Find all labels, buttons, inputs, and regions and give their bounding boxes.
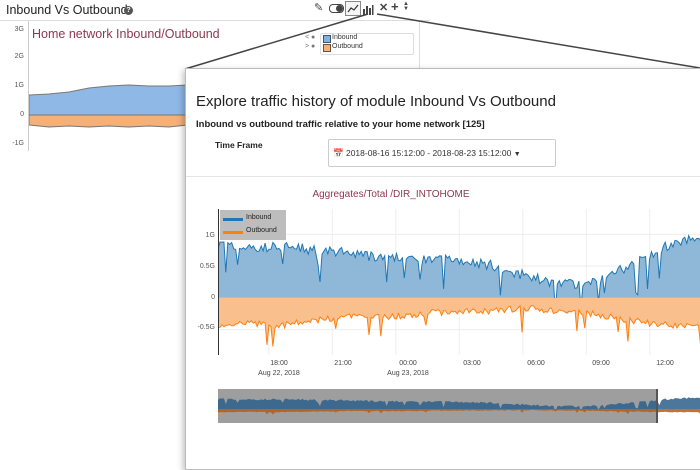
caret-down-icon: ▼ <box>513 151 521 158</box>
widget-header-divider <box>0 20 430 21</box>
dialog-divider <box>186 176 700 177</box>
main-area-chart[interactable] <box>218 209 700 359</box>
y-tick-label: 0 <box>211 294 215 301</box>
close-icon[interactable]: ✕ <box>379 2 389 14</box>
navigator-handle[interactable] <box>656 389 658 423</box>
bar-chart-icon[interactable] <box>362 2 374 20</box>
legend-prev-icon[interactable]: < ● <box>305 34 316 41</box>
time-frame-value-wrap: 📅 2018-08-16 15:12:00 - 2018-08-23 15:12… <box>333 148 521 159</box>
time-frame-label: Time Frame <box>215 140 263 150</box>
x-tick-label: 18:00 <box>270 360 288 367</box>
x-tick-label: 03:00 <box>463 360 481 367</box>
calendar-icon: 📅 <box>333 148 344 158</box>
bg-area-chart <box>29 84 188 128</box>
x-tick-label: 00:00 <box>399 360 417 367</box>
legend-next-icon[interactable]: > ● <box>305 43 316 50</box>
traffic-history-dialog: Explore traffic history of module Inboun… <box>185 68 700 470</box>
legend-swatch <box>323 35 331 43</box>
legend-line <box>223 218 243 221</box>
help-icon[interactable]: ? <box>124 6 133 15</box>
bg-y-tick: -1G <box>12 140 24 147</box>
bg-y-tick: 3G <box>14 26 24 33</box>
range-navigator[interactable] <box>218 389 700 423</box>
time-frame-picker[interactable]: 📅 2018-08-16 15:12:00 - 2018-08-23 15:12… <box>328 139 556 167</box>
bg-y-tick: 2G <box>14 53 24 60</box>
plus-icon[interactable]: + <box>391 0 399 14</box>
bg-legend-outbound: Outbound <box>332 43 363 50</box>
sort-icon[interactable]: ▲ ▼ <box>403 1 409 12</box>
bg-legend-inbound: Inbound <box>332 34 358 41</box>
pencil-icon[interactable]: ✎ <box>314 2 324 14</box>
x-tick-sublabel: Aug 22, 2018 <box>258 370 300 377</box>
dialog-title: Explore traffic history of module Inboun… <box>196 93 556 110</box>
outbound-area <box>218 297 700 347</box>
legend-line <box>223 231 243 234</box>
bg-y-tick: 0 <box>20 111 24 118</box>
outbound-line <box>218 304 700 347</box>
legend-swatch <box>323 44 331 52</box>
bg-legend <box>320 33 414 55</box>
time-frame-value: 2018-08-16 15:12:00 - 2018-08-23 15:12:0… <box>345 148 512 158</box>
navigator-outbound <box>218 409 700 415</box>
x-tick-label: 21:00 <box>334 360 352 367</box>
callout-lines <box>184 13 700 70</box>
x-tick-label: 09:00 <box>592 360 610 367</box>
inbound-line <box>218 234 700 313</box>
y-tick-label: 1G <box>205 232 215 239</box>
dialog-subtitle: Inbound vs outbound traffic relative to … <box>196 119 485 130</box>
legend-outbound[interactable]: Outbound <box>246 227 277 234</box>
line-chart-icon[interactable] <box>345 1 361 16</box>
bg-chart-axis <box>28 21 29 151</box>
bg-y-tick: 1G <box>14 82 24 89</box>
y-tick-label: -0.5G <box>197 324 215 331</box>
chart-legend <box>220 210 286 240</box>
bg-chart-title: Home network Inbound/Outbound <box>32 27 220 41</box>
legend-inbound[interactable]: Inbound <box>246 214 272 221</box>
widget-divider <box>419 21 420 81</box>
widget-title: Inbound Vs Outbound <box>6 3 128 17</box>
x-tick-sublabel: Aug 23, 2018 <box>387 370 429 377</box>
navigator-inbound <box>218 397 700 412</box>
chart-title: Aggregates/Total /DIR_INTOHOME <box>312 189 470 200</box>
x-tick-label: 06:00 <box>527 360 545 367</box>
toggle-icon[interactable] <box>329 4 344 13</box>
x-tick-label: 12:00 <box>656 360 674 367</box>
y-tick-label: 0.5G <box>199 263 215 270</box>
